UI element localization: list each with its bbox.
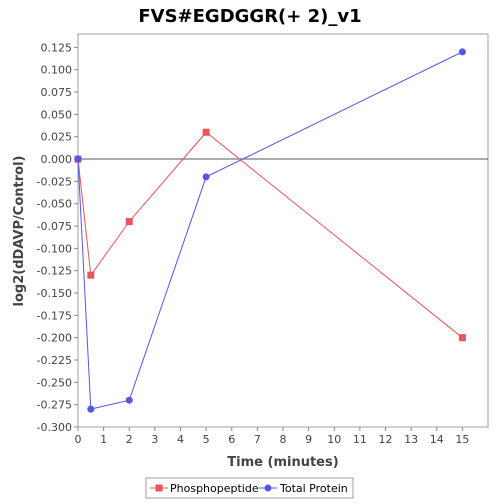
- x-tick-label: 12: [379, 433, 393, 446]
- data-point-phosphopeptide: [202, 128, 210, 136]
- y-tick-label: -0.225: [37, 354, 72, 367]
- legend-label-phosphopeptide: Phosphopeptide: [170, 482, 259, 495]
- legend-marker-total-protein: [264, 484, 272, 492]
- data-point-phosphopeptide: [458, 334, 466, 342]
- x-tick-label: 6: [228, 433, 235, 446]
- y-tick-label: 0.100: [41, 64, 73, 77]
- data-point-total-protein: [125, 396, 133, 404]
- x-axis-label: Time (minutes): [227, 455, 338, 470]
- x-tick-label: 2: [126, 433, 133, 446]
- x-tick-label: 4: [177, 433, 184, 446]
- x-tick-label: 1: [100, 433, 107, 446]
- x-tick-label: 14: [430, 433, 444, 446]
- chart-title: FVS#EGDGGR(+ 2)_v1: [138, 6, 361, 27]
- legend-label-total-protein: Total Protein: [279, 482, 348, 495]
- data-point-total-protein: [202, 173, 210, 181]
- x-tick-label: 8: [280, 433, 287, 446]
- legend: Phosphopeptide Total Protein: [145, 477, 354, 499]
- y-tick-label: 0.050: [41, 108, 73, 121]
- y-axis-label: log2(dDAVP/Control): [12, 156, 27, 307]
- x-axis: 0 1 2 3 4 5 6 7 8 9 10 11 12 13 14 15: [75, 427, 469, 446]
- plot-area: [77, 33, 489, 428]
- x-tick-label: 9: [305, 433, 312, 446]
- legend-marker-phosphopeptide: [155, 484, 163, 492]
- data-point-total-protein: [74, 155, 82, 163]
- y-tick-label: -0.200: [37, 332, 72, 345]
- legend-box: [145, 477, 354, 499]
- y-tick-label: -0.175: [37, 309, 72, 322]
- data-point-phosphopeptide: [125, 218, 133, 226]
- y-tick-label: 0.000: [41, 153, 73, 166]
- y-tick-label: -0.050: [37, 198, 72, 211]
- data-point-total-protein: [87, 405, 95, 413]
- y-tick-label: -0.250: [37, 376, 72, 389]
- x-tick-label: 3: [151, 433, 158, 446]
- data-point-total-protein: [458, 48, 466, 56]
- y-tick-label: -0.275: [37, 399, 72, 412]
- series-layer: [74, 48, 466, 413]
- y-axis: -0.300 -0.275 -0.250 -0.225 -0.200 -0.175 -0.1…: [37, 41, 78, 434]
- x-tick-label: 13: [404, 433, 418, 446]
- y-tick-label: -0.125: [37, 265, 72, 278]
- y-tick-label: -0.300: [37, 421, 72, 434]
- x-tick-label: 7: [254, 433, 261, 446]
- y-tick-label: -0.100: [37, 242, 72, 255]
- x-tick-label: 11: [353, 433, 367, 446]
- y-tick-label: -0.075: [37, 220, 72, 233]
- y-tick-label: -0.025: [37, 175, 72, 188]
- y-tick-label: 0.025: [41, 131, 73, 144]
- y-tick-label: 0.125: [41, 41, 73, 54]
- y-tick-label: -0.150: [37, 287, 72, 300]
- x-tick-label: 10: [327, 433, 341, 446]
- data-point-phosphopeptide: [87, 271, 95, 279]
- x-tick-label: 15: [455, 433, 469, 446]
- x-tick-label: 5: [203, 433, 210, 446]
- y-tick-label: 0.075: [41, 86, 73, 99]
- x-tick-label: 0: [75, 433, 82, 446]
